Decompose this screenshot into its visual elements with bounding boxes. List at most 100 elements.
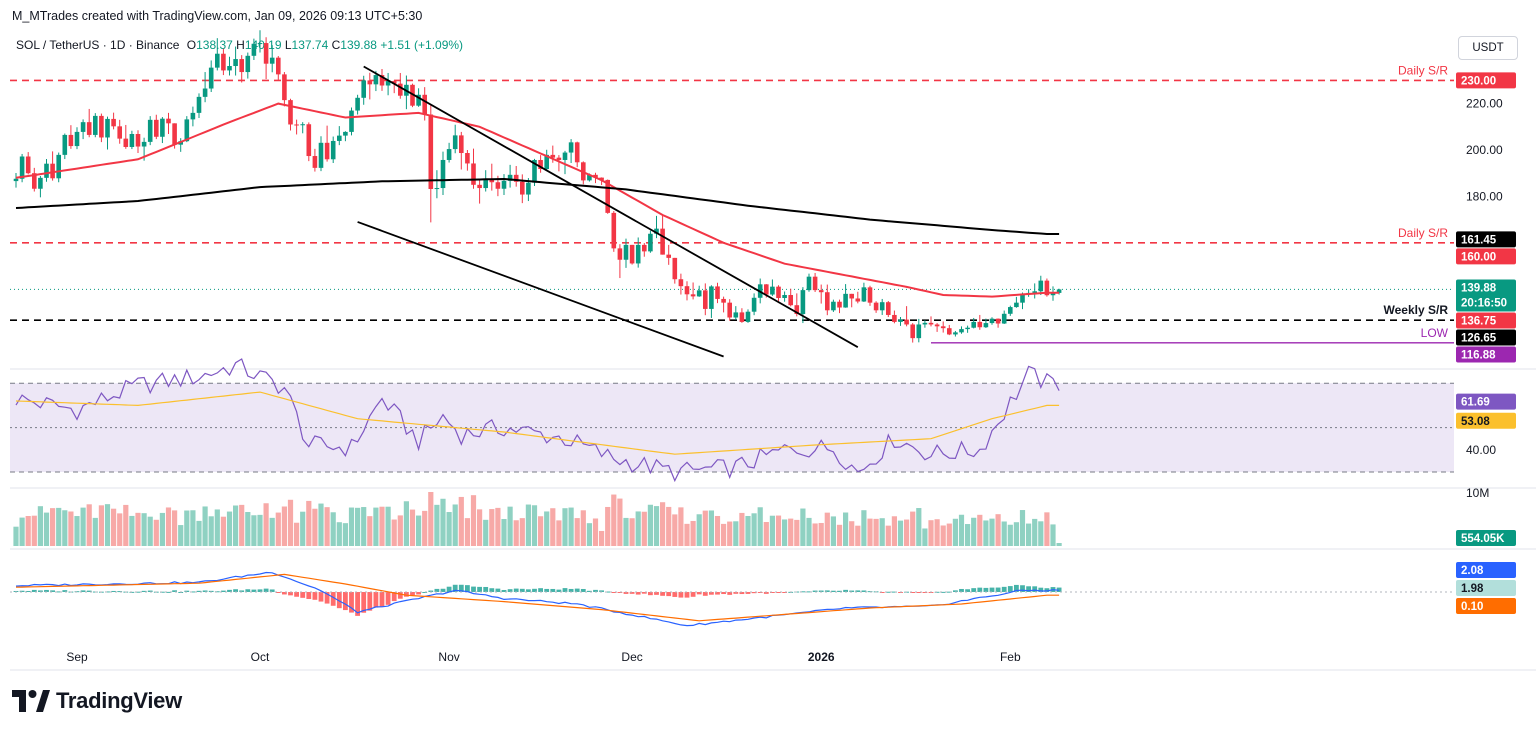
- volume-bar: [727, 521, 733, 546]
- volume-bar: [1038, 521, 1044, 546]
- volume-bar: [141, 513, 147, 546]
- candle: [825, 284, 830, 316]
- candle-body: [465, 153, 470, 164]
- candle-body: [239, 59, 244, 73]
- volume-bar: [281, 506, 287, 546]
- symbol-name[interactable]: SOL / TetherUS · 1D · Binance: [16, 38, 180, 52]
- candle-body: [80, 122, 86, 132]
- macd-histogram-bar: [556, 589, 562, 592]
- candle: [263, 37, 269, 80]
- macd-histogram-bar: [19, 590, 25, 592]
- volume-bar: [379, 506, 385, 546]
- macd-histogram-bar: [751, 592, 757, 594]
- candle: [385, 72, 391, 96]
- volume-bar: [208, 516, 214, 546]
- candle: [56, 152, 61, 183]
- macd-histogram-bar: [434, 588, 440, 592]
- volume-bar: [1019, 510, 1026, 546]
- candle: [337, 126, 342, 146]
- candle-body: [452, 135, 458, 150]
- candle-body: [910, 324, 915, 339]
- volume-bar: [635, 511, 641, 546]
- candle-body: [1032, 291, 1037, 293]
- macd-histogram-bar: [385, 592, 391, 605]
- candle-body: [654, 228, 659, 234]
- candle-body: [93, 115, 98, 135]
- brand-logo[interactable]: TradingView: [12, 688, 182, 714]
- candle-body: [373, 75, 379, 85]
- macd-histogram-bar: [160, 591, 165, 593]
- candle-body: [812, 276, 818, 291]
- candle-body: [983, 323, 989, 328]
- candle: [80, 119, 86, 140]
- volume-bar: [25, 516, 31, 546]
- volume-bar: [43, 512, 50, 546]
- candle-body: [379, 75, 385, 86]
- candle-body: [660, 228, 665, 255]
- macd-histogram-bar: [1038, 587, 1044, 592]
- candle: [611, 211, 617, 252]
- macd-histogram-bar: [885, 591, 891, 593]
- candle: [13, 172, 19, 188]
- candle: [269, 45, 275, 73]
- time-axis-label: Dec: [621, 650, 642, 664]
- candle-body: [440, 159, 446, 189]
- volume-bar: [513, 520, 519, 546]
- volume-bar: [812, 523, 818, 546]
- volume-bar: [843, 512, 849, 546]
- badge-background: [1456, 346, 1516, 363]
- candle: [513, 166, 519, 187]
- candle: [892, 310, 897, 324]
- value-badge: 0.10: [1456, 598, 1516, 614]
- macd-histogram-bar: [538, 588, 543, 592]
- volume-bar: [678, 507, 684, 546]
- macd-histogram-bar: [770, 592, 775, 593]
- volume-bar: [129, 515, 135, 546]
- candle: [25, 152, 31, 175]
- candle-body: [642, 244, 647, 252]
- macd-histogram-bar: [336, 592, 342, 609]
- candle-body: [556, 157, 562, 160]
- candle: [855, 291, 861, 304]
- volume-bar: [62, 510, 68, 546]
- macd-histogram-bar: [532, 588, 537, 592]
- volume-bar: [971, 517, 977, 546]
- candle: [288, 98, 293, 131]
- macd-histogram-bar: [611, 592, 617, 593]
- badge-background: [1456, 412, 1516, 429]
- candle-body: [861, 287, 867, 302]
- volume-bar: [684, 523, 690, 546]
- candle: [105, 116, 110, 150]
- macd-histogram-bar: [275, 592, 281, 593]
- badge-background: [1456, 530, 1516, 546]
- volume-bar: [623, 517, 629, 546]
- candle: [282, 72, 287, 107]
- badge-value: 2.08: [1461, 565, 1484, 577]
- macd-histogram-bar: [312, 592, 318, 600]
- macd-histogram-bar: [190, 591, 196, 593]
- candle: [294, 119, 299, 135]
- candle: [739, 308, 745, 323]
- currency-selector[interactable]: USDT: [1458, 36, 1518, 60]
- candle-body: [709, 286, 714, 309]
- candle: [147, 116, 153, 146]
- candle-body: [288, 100, 293, 125]
- candle-body: [727, 302, 732, 318]
- macd-histogram-bar: [550, 588, 556, 592]
- value-badge: 554.05K: [1456, 530, 1516, 546]
- macd-histogram-bar: [62, 590, 68, 592]
- candle-body: [568, 142, 574, 153]
- candle: [257, 30, 263, 53]
- macd-pane: [10, 571, 1454, 627]
- badge-background: [1456, 312, 1516, 329]
- candle-body: [611, 212, 617, 249]
- volume-bar: [147, 516, 153, 546]
- candle-body: [263, 43, 269, 64]
- candle: [959, 326, 964, 334]
- candle: [276, 56, 281, 80]
- volume-bar: [269, 517, 275, 546]
- candle: [62, 133, 68, 160]
- macd-histogram-bar: [263, 588, 269, 592]
- volume-bar: [361, 507, 367, 546]
